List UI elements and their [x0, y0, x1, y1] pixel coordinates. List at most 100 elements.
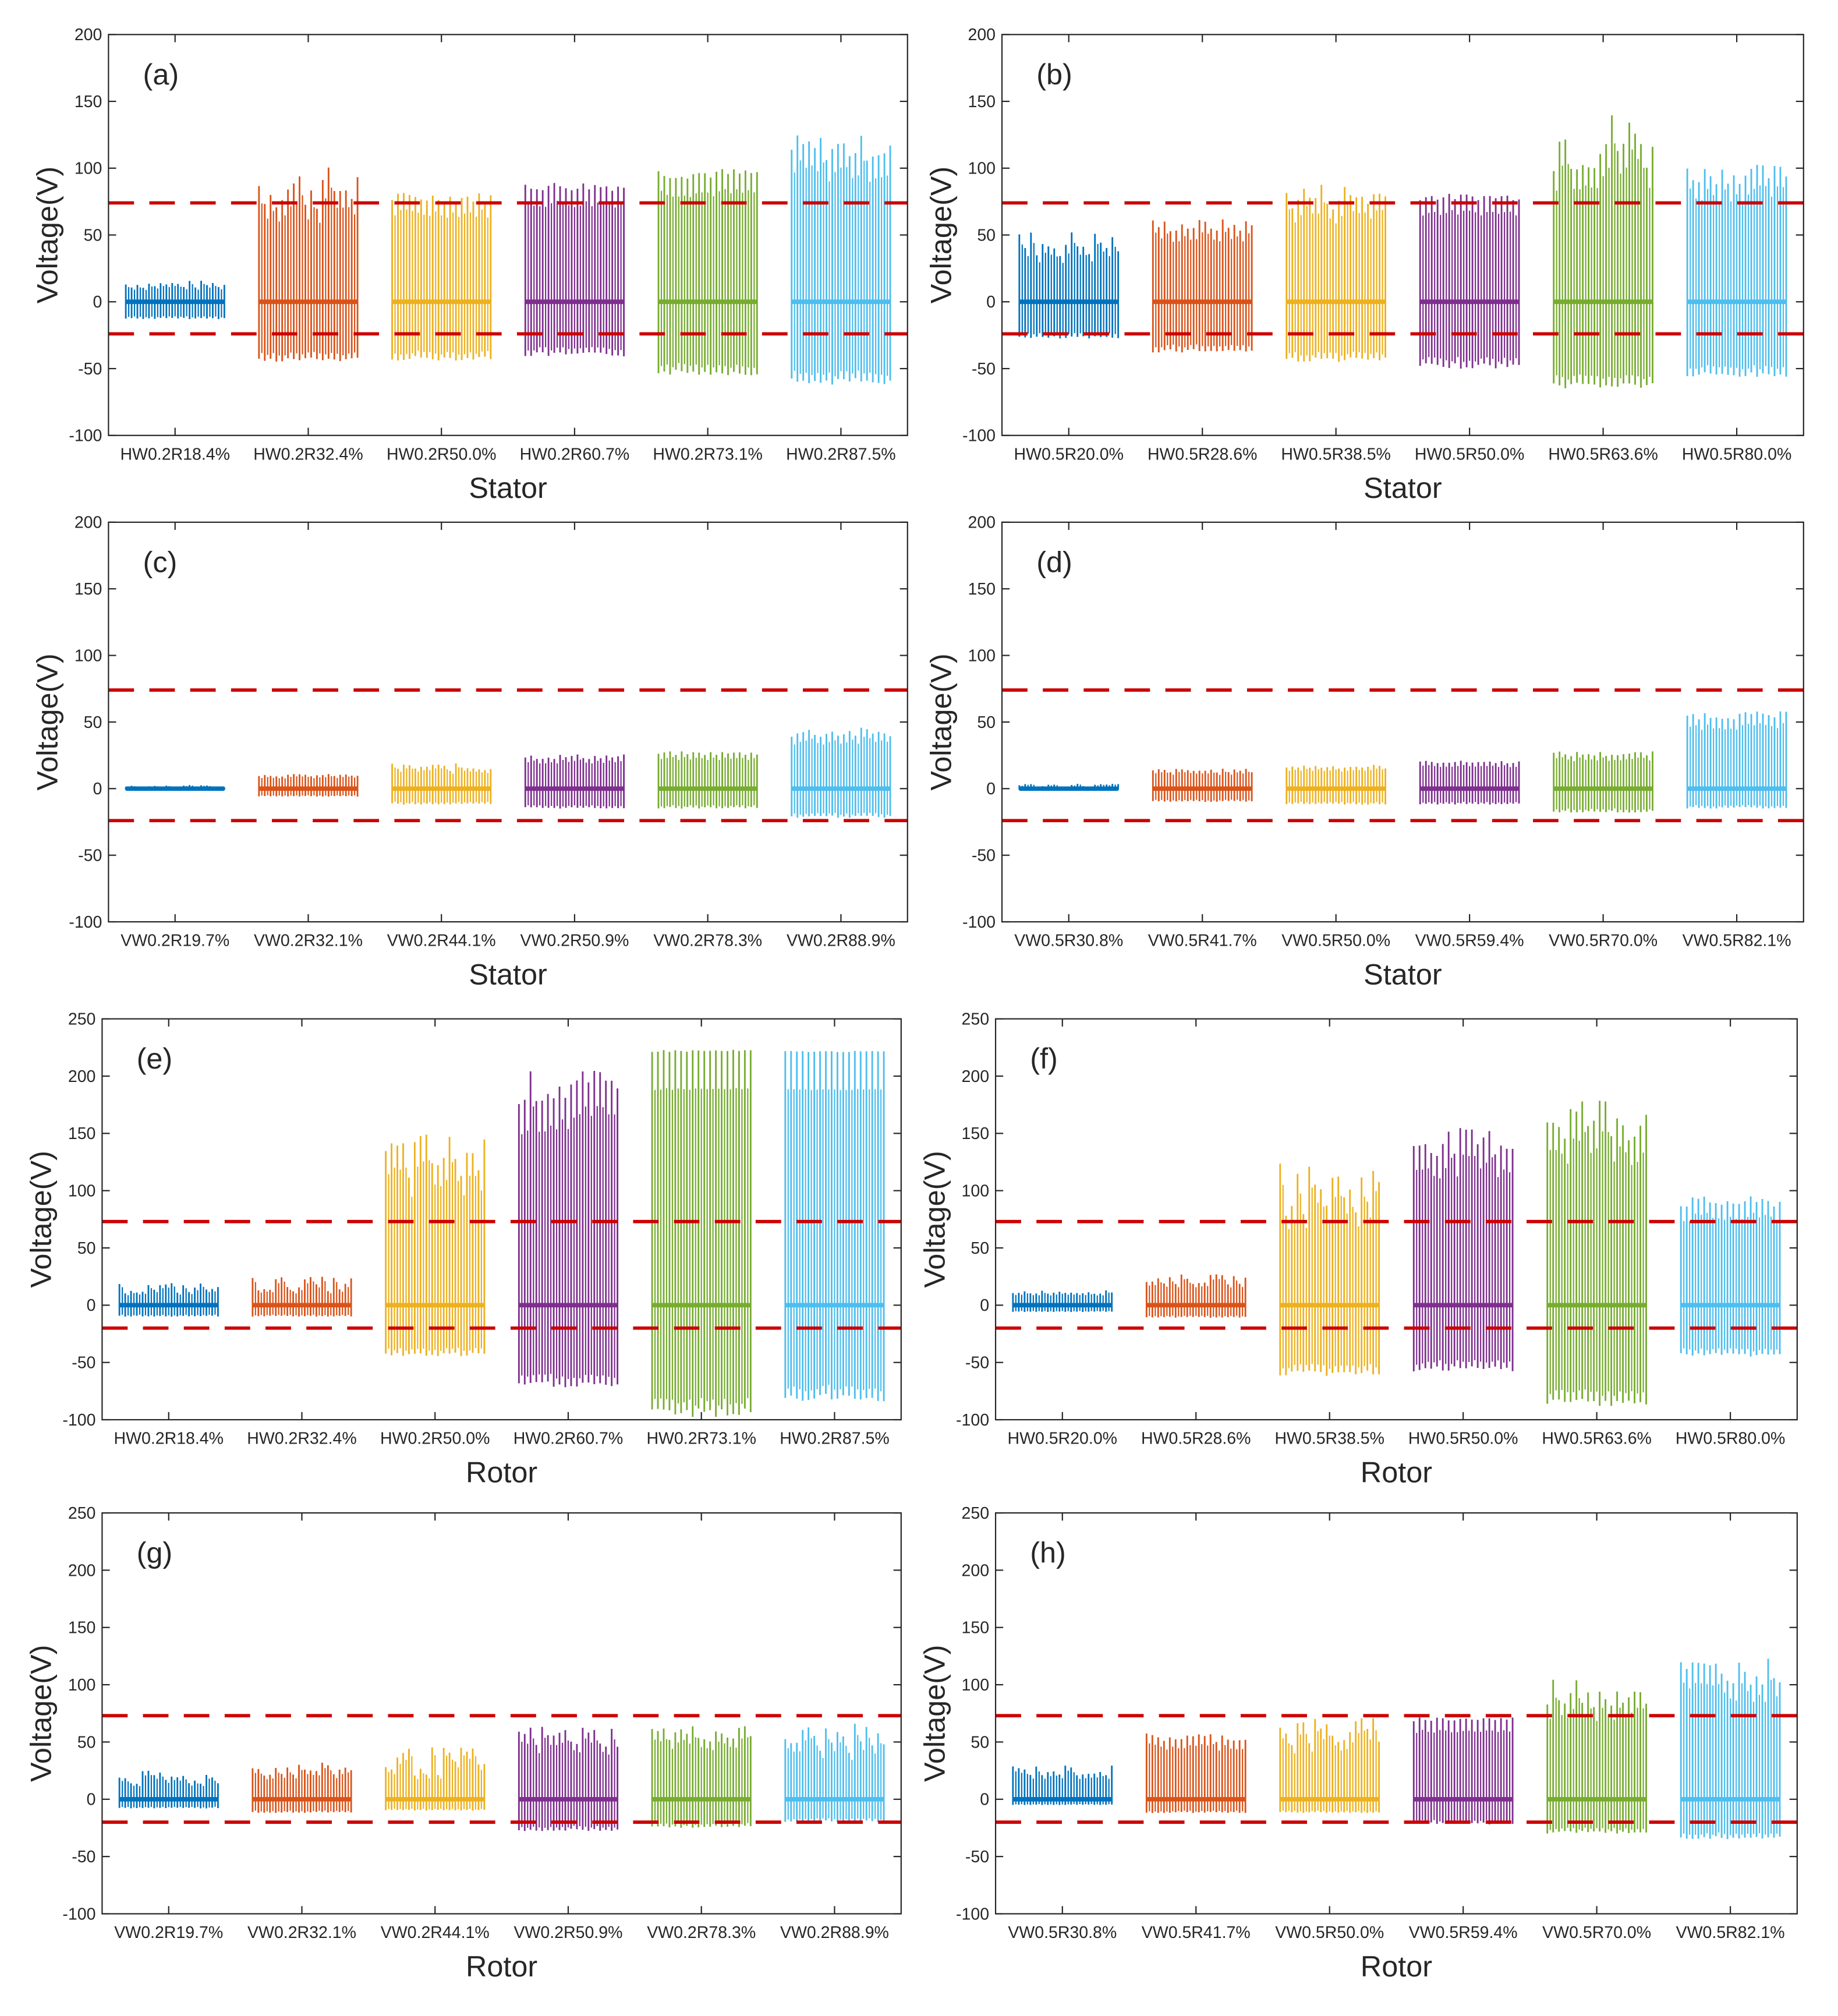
panel-label: (h) — [1030, 1536, 1066, 1569]
series-group — [1419, 193, 1520, 369]
series-group — [651, 1726, 752, 1828]
y-tick-label: 0 — [986, 780, 996, 798]
panel-g: -100 -50 0 50 100 150 200 250 VW0.2R19.7% VW0.2R3… — [24, 1504, 902, 1983]
series-group — [791, 727, 891, 818]
x-tick-label: VW0.2R50.9% — [520, 932, 629, 950]
y-axis-label: Voltage(V) — [24, 1645, 58, 1782]
y-axis-label: Voltage(V) — [918, 1645, 951, 1782]
x-tick-label: HW0.5R50.0% — [1415, 445, 1525, 464]
series-group — [1012, 1765, 1113, 1805]
x-tick-label: VW0.5R41.7% — [1142, 1923, 1251, 1942]
panel-d: -100 -50 0 50 100 150 200 VW0.5R30.8% VW0.5R41.7… — [924, 514, 1804, 991]
x-axis-label: Rotor — [1361, 1950, 1432, 1983]
x-tick-label: HW0.5R28.6% — [1141, 1430, 1251, 1448]
x-tick-label: VW0.2R88.9% — [787, 932, 895, 950]
x-tick-label: VW0.2R32.1% — [247, 1923, 356, 1942]
series-group — [1686, 711, 1787, 809]
x-axis-label: Stator — [469, 957, 547, 991]
x-tick-label: HW0.2R87.5% — [786, 445, 896, 464]
x-axis-label: Rotor — [466, 1455, 537, 1488]
y-tick-label: 250 — [68, 1010, 96, 1029]
y-tick-label: -50 — [78, 360, 102, 379]
x-tick-label: VW0.5R82.1% — [1683, 932, 1791, 950]
series-group — [258, 774, 359, 797]
series-group — [252, 1762, 352, 1813]
y-tick-label: 100 — [68, 1182, 96, 1201]
y-tick-label: 100 — [68, 1676, 96, 1695]
x-axis-label: Rotor — [1361, 1455, 1432, 1488]
y-tick-label: -100 — [69, 427, 102, 445]
y-tick-label: 150 — [75, 93, 102, 111]
plot-frame — [101, 1018, 902, 1421]
x-tick-label: HW0.2R60.7% — [520, 445, 629, 464]
x-tick-label: HW0.5R50.0% — [1408, 1430, 1518, 1448]
series-group — [1152, 219, 1253, 353]
y-tick-label: 200 — [962, 1067, 990, 1086]
series-group — [518, 1727, 619, 1831]
y-tick-label: -100 — [69, 913, 102, 932]
y-tick-label: 50 — [977, 713, 996, 732]
y-tick-label: 150 — [68, 1124, 96, 1143]
x-axis-label: Stator — [469, 471, 547, 504]
y-tick-label: 0 — [87, 1791, 96, 1809]
series-group — [1279, 1718, 1380, 1813]
series-group — [252, 1276, 352, 1317]
y-tick-label: 50 — [977, 226, 996, 245]
x-tick-label: HW0.5R20.0% — [1014, 445, 1124, 464]
y-tick-label: 200 — [68, 1561, 96, 1580]
y-tick-label: 250 — [68, 1504, 96, 1523]
panel-label: (b) — [1036, 58, 1072, 91]
series-group — [1412, 1128, 1514, 1372]
y-axis-label: Voltage(V) — [31, 167, 64, 303]
series-group — [518, 1071, 619, 1388]
plot-frame — [994, 1512, 1798, 1915]
series-group — [784, 1724, 885, 1822]
x-tick-label: VW0.5R30.8% — [1008, 1923, 1117, 1942]
y-tick-label: 0 — [93, 780, 102, 798]
panel-c: -100 -50 0 50 100 150 200 VW0.2R19.7% VW0.2R32.1… — [31, 514, 908, 991]
panel-e: -100 -50 0 50 100 150 200 250 HW0.2R18.4% HW0.2R3… — [24, 1010, 902, 1488]
y-tick-label: 150 — [962, 1619, 990, 1637]
series-group — [651, 1049, 752, 1417]
series-group — [1018, 784, 1120, 791]
y-tick-label: 150 — [68, 1619, 96, 1637]
x-tick-label: HW0.2R87.5% — [780, 1430, 890, 1448]
series-group — [118, 1770, 219, 1809]
x-tick-label: VW0.5R59.4% — [1409, 1923, 1518, 1942]
y-tick-label: 150 — [968, 580, 996, 599]
x-tick-label: HW0.2R60.7% — [513, 1430, 623, 1448]
x-tick-label: HW0.5R80.0% — [1676, 1430, 1786, 1448]
x-tick-label: HW0.2R32.4% — [247, 1430, 357, 1448]
y-axis-label: Voltage(V) — [924, 167, 957, 303]
y-tick-label: -50 — [972, 360, 996, 379]
y-tick-label: 250 — [962, 1010, 990, 1029]
x-tick-label: HW0.5R80.0% — [1682, 445, 1792, 464]
y-tick-label: 50 — [971, 1239, 989, 1258]
y-tick-label: 150 — [962, 1124, 990, 1143]
y-tick-label: -50 — [72, 1848, 95, 1866]
x-tick-label: HW0.5R38.5% — [1281, 445, 1391, 464]
series-group — [1018, 232, 1120, 339]
series-group — [1012, 1290, 1113, 1313]
plot-frame — [101, 1512, 902, 1915]
series-group — [1686, 165, 1787, 377]
x-tick-label: VW0.2R50.9% — [514, 1923, 623, 1942]
y-tick-label: 0 — [980, 1296, 989, 1315]
x-tick-label: HW0.5R28.6% — [1148, 445, 1258, 464]
x-tick-label: VW0.2R44.1% — [387, 932, 496, 950]
y-tick-label: 50 — [77, 1239, 96, 1258]
x-tick-label: VW0.2R78.3% — [653, 932, 762, 950]
plot-frame — [1001, 521, 1804, 923]
x-tick-label: HW0.5R20.0% — [1008, 1430, 1118, 1448]
y-tick-label: 50 — [77, 1733, 96, 1752]
series-group — [125, 281, 225, 320]
y-tick-label: 200 — [75, 514, 102, 532]
series-group — [125, 785, 225, 791]
y-tick-label: 200 — [68, 1067, 96, 1086]
panel-label: (e) — [137, 1042, 173, 1075]
y-tick-label: 100 — [75, 646, 102, 665]
x-tick-label: VW0.5R82.1% — [1676, 1923, 1785, 1942]
y-tick-label: 200 — [968, 26, 996, 44]
x-axis-label: Stator — [1364, 471, 1442, 504]
